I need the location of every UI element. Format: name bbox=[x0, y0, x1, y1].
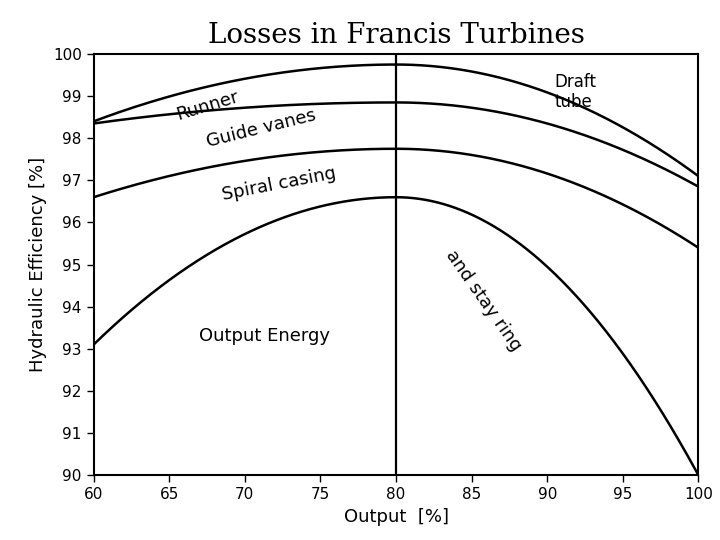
Text: Runner: Runner bbox=[174, 87, 241, 124]
X-axis label: Output  [%]: Output [%] bbox=[343, 508, 449, 525]
Y-axis label: Hydraulic Efficiency [%]: Hydraulic Efficiency [%] bbox=[30, 157, 48, 372]
Text: Guide vanes: Guide vanes bbox=[204, 106, 318, 151]
Text: and stay ring: and stay ring bbox=[441, 247, 524, 354]
Text: Output Energy: Output Energy bbox=[199, 327, 330, 345]
Title: Losses in Francis Turbines: Losses in Francis Turbines bbox=[207, 22, 585, 49]
Text: Spiral casing: Spiral casing bbox=[220, 164, 338, 204]
Text: Draft
tube: Draft tube bbox=[554, 72, 597, 111]
